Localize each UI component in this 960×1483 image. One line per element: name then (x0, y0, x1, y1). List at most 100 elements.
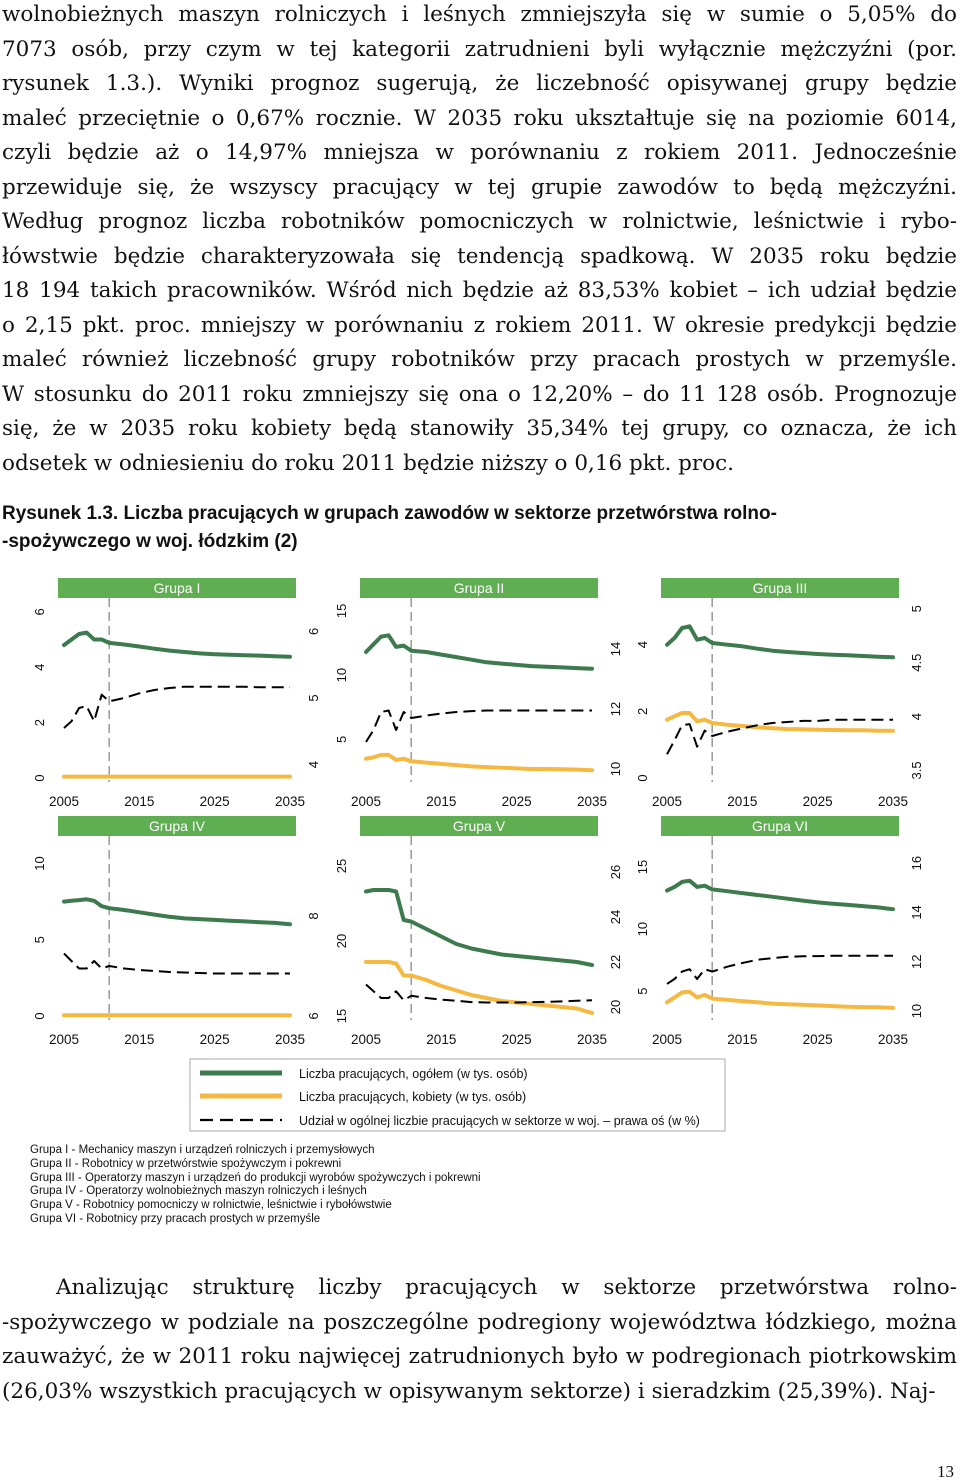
left-tick-label: 4 (635, 641, 650, 648)
left-tick-label: 2 (635, 708, 650, 715)
left-tick-label: 5 (334, 736, 349, 743)
x-tick-label: 2025 (502, 1032, 532, 1047)
x-tick-label: 2025 (502, 794, 532, 809)
chart-legend: Liczba pracujących, ogółem (w tys. osób)… (189, 1058, 726, 1132)
series-line-total (62, 630, 292, 659)
panel-title: Grupa VI (752, 818, 808, 834)
panel-title: Grupa II (454, 580, 505, 596)
panel-title: Grupa III (753, 580, 807, 596)
group-note: Grupa VI - Robotnicy przy pracach prosty… (30, 1212, 321, 1225)
right-tick-label: 22 (608, 955, 623, 969)
left-tick-label: 10 (334, 668, 349, 682)
left-tick-label: 15 (334, 1009, 349, 1023)
x-tick-label: 2015 (426, 794, 456, 809)
x-tick-label: 2005 (49, 794, 79, 809)
text-line: rysunek 1.3.). Wyniki prognoz sugerują, … (2, 71, 957, 96)
text-line: Według prognoz liczba robotników pomocni… (2, 209, 957, 234)
series-line-total (364, 633, 594, 671)
series-line-women (364, 752, 594, 773)
panel-title: Grupa I (154, 580, 201, 596)
text-line: odsetek w odniesieniu do roku 2011 będzi… (2, 450, 734, 476)
text-line: maleć przeciętnie o 0,67% rocznie. W 203… (2, 105, 957, 131)
x-tick-label: 2035 (275, 794, 305, 809)
text-line: łówstwie będzie charakteryzowała się ten… (2, 243, 957, 269)
x-tick-label: 2015 (124, 1032, 154, 1047)
left-tick-label: 15 (635, 860, 650, 874)
right-tick-label: 6 (306, 628, 321, 635)
text-line: przewiduje się, że wszyscy pracujący w t… (2, 174, 957, 200)
x-tick-label: 2035 (878, 794, 908, 809)
series-line-share (666, 718, 893, 755)
left-tick-label: 5 (635, 988, 650, 995)
series-line-women (665, 989, 895, 1010)
text-line: zauważyć, że w 2011 roku najwięcej zatru… (2, 1344, 957, 1369)
panel-header (58, 816, 296, 836)
right-tick-label: 5 (909, 605, 924, 612)
right-tick-label: 3.5 (909, 761, 924, 779)
right-tick-label: 20 (608, 1000, 623, 1014)
left-tick-label: 10 (635, 922, 650, 936)
chart-panel: Grupa VI 5 10 15 10 12 14 16 2005 2015 2025 2035 (635, 816, 924, 1047)
text-line: maleć również liczebność grupy robotnikó… (2, 347, 957, 372)
left-tick-label: 20 (334, 934, 349, 948)
x-tick-label: 2015 (727, 1032, 757, 1047)
text-line: Analizując strukturę liczby pracujących … (56, 1275, 957, 1300)
x-tick-label: 2005 (652, 1032, 682, 1047)
series-line-total (665, 624, 895, 660)
x-tick-label: 2015 (124, 794, 154, 809)
left-tick-label: 0 (635, 774, 650, 781)
legend-label-women: Liczba pracujących, kobiety (w tys. osób… (299, 1090, 526, 1104)
right-tick-label: 4 (306, 761, 321, 768)
right-tick-label: 5 (306, 694, 321, 701)
text-line: (26,03% wszystkich pracujących w opisywa… (2, 1378, 936, 1404)
page-number: 13 (937, 1462, 954, 1481)
panel-title: Grupa IV (149, 818, 206, 834)
x-tick-label: 2025 (200, 1032, 230, 1047)
text-line: 18 194 takich pracowników. Wśród nich bę… (2, 278, 957, 303)
series-line-share (365, 709, 592, 743)
right-tick-label: 8 (306, 912, 321, 919)
left-tick-label: 6 (32, 608, 47, 615)
x-tick-label: 2005 (351, 1032, 381, 1047)
left-tick-label: 0 (32, 774, 47, 781)
group-note: Grupa II - Robotnicy w przetwórstwie spo… (30, 1157, 342, 1170)
x-tick-label: 2035 (878, 1032, 908, 1047)
text-line: czyli będzie aż o 14,97% mniejsza w poró… (2, 140, 957, 165)
left-tick-label: 10 (32, 856, 47, 870)
right-tick-label: 24 (608, 910, 623, 924)
x-tick-label: 2005 (49, 1032, 79, 1047)
figure-caption-line-2: -spożywczego w woj. łódzkim (2) (2, 531, 298, 552)
chart-panel: Grupa II 5 10 15 10 12 14 2005 2015 2025 2035 (334, 578, 623, 809)
group-note: Grupa I - Mechanicy maszyn i urządzeń ro… (30, 1144, 375, 1156)
legend-label-total: Liczba pracujących, ogółem (w tys. osób) (299, 1067, 528, 1081)
series-line-share (365, 983, 593, 1004)
x-tick-label: 2035 (577, 1032, 607, 1047)
text-line: -spożywczego w podziale na poszczególne … (2, 1309, 957, 1335)
series-line-share (63, 685, 290, 729)
series-line-share (666, 954, 893, 985)
series-line-total (665, 878, 895, 912)
group-definitions: Grupa I - Mechanicy maszyn i urządzeń ro… (30, 1144, 481, 1227)
series-line-women (665, 711, 895, 733)
text-line: 7073 osób, przy czym w tej kategorii zat… (2, 36, 957, 62)
panel-header (360, 816, 598, 836)
figure-caption: Rysunek 1.3. Liczba pracujących w grupac… (2, 500, 957, 556)
figure-caption-line-1: Rysunek 1.3. Liczba pracujących w grupac… (2, 503, 777, 524)
text-line: się, że w 2035 roku kobiety będą stanowi… (2, 416, 957, 441)
text-line: o 2,15 pkt. proc. mniejszy w porównaniu … (2, 312, 957, 338)
x-tick-label: 2025 (803, 794, 833, 809)
right-tick-label: 6 (306, 1012, 321, 1019)
right-tick-label: 14 (608, 642, 623, 656)
panel-header (360, 578, 598, 598)
series-line-total (364, 888, 594, 967)
left-tick-label: 2 (32, 719, 47, 726)
left-tick-label: 0 (32, 1012, 47, 1019)
body-paragraph-top: wolnobieżnych maszyn rolniczych i leśnyc… (2, 0, 957, 481)
x-tick-label: 2025 (803, 1032, 833, 1047)
right-tick-label: 26 (608, 865, 623, 879)
panel-header (661, 578, 899, 598)
right-tick-label: 16 (909, 856, 924, 870)
left-tick-label: 4 (32, 664, 47, 671)
x-tick-label: 2025 (200, 794, 230, 809)
